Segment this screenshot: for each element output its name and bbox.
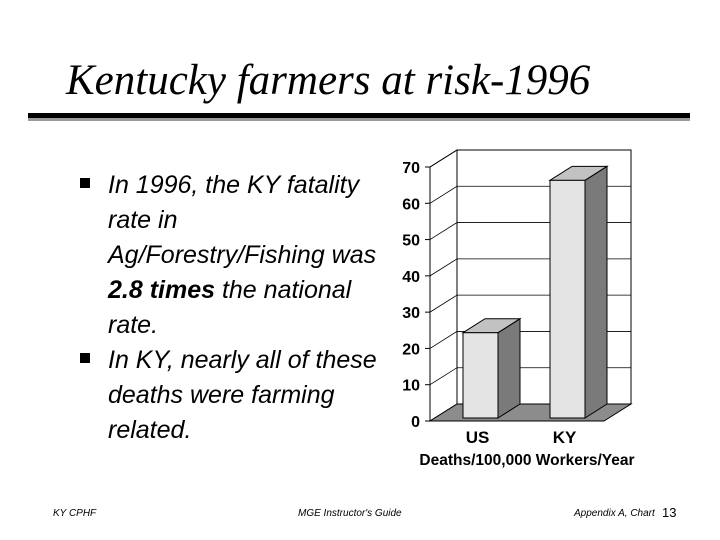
bar — [549, 179, 586, 419]
y-tick-label: 60 — [402, 196, 420, 213]
x-axis-label: Deaths/100,000 Workers/Year — [419, 452, 634, 469]
y-tick-label: 40 — [402, 269, 420, 286]
slide-title: Kentucky farmers at risk-1996 — [66, 57, 591, 104]
slide-number: 13 — [662, 505, 677, 520]
y-tick-label: 0 — [411, 414, 420, 431]
bullet-list: In 1996, the KY fatality rate in Ag/Fore… — [78, 168, 378, 448]
bar-side — [497, 317, 521, 419]
footer-center: MGE Instructor's Guide — [298, 508, 402, 519]
gridline — [429, 149, 631, 168]
y-tick-label: 20 — [402, 341, 420, 358]
bullet-text: In KY, nearly all of these deaths were f… — [108, 346, 377, 444]
x-category-label: KY — [553, 428, 577, 447]
bullet-item: In KY, nearly all of these deaths were f… — [78, 343, 378, 448]
bar-chart: 0 10 20 30 40 50 60 70 US KY Deaths/100,000 Worker… — [402, 149, 635, 469]
y-tick-label: 50 — [402, 233, 420, 250]
footer-right: Appendix A, Chart — [574, 508, 655, 519]
x-category-label: US — [466, 428, 490, 447]
square-bullet-icon — [80, 178, 90, 188]
footer-left: KY CPHF — [53, 508, 97, 519]
y-tick-label: 10 — [402, 378, 420, 395]
bar-side — [584, 165, 608, 419]
y-tick-label: 30 — [402, 305, 420, 322]
bullet-item: In 1996, the KY fatality rate in Ag/Fore… — [78, 168, 378, 343]
y-tick-label: 70 — [402, 160, 420, 177]
bar — [462, 332, 499, 419]
bullet-emphasis: 2.8 times — [108, 276, 216, 304]
title-underline — [28, 113, 690, 121]
chart-side-wall — [429, 149, 458, 422]
square-bullet-icon — [80, 353, 90, 363]
bullet-text: In 1996, the KY fatality rate in Ag/Fore… — [108, 171, 377, 339]
